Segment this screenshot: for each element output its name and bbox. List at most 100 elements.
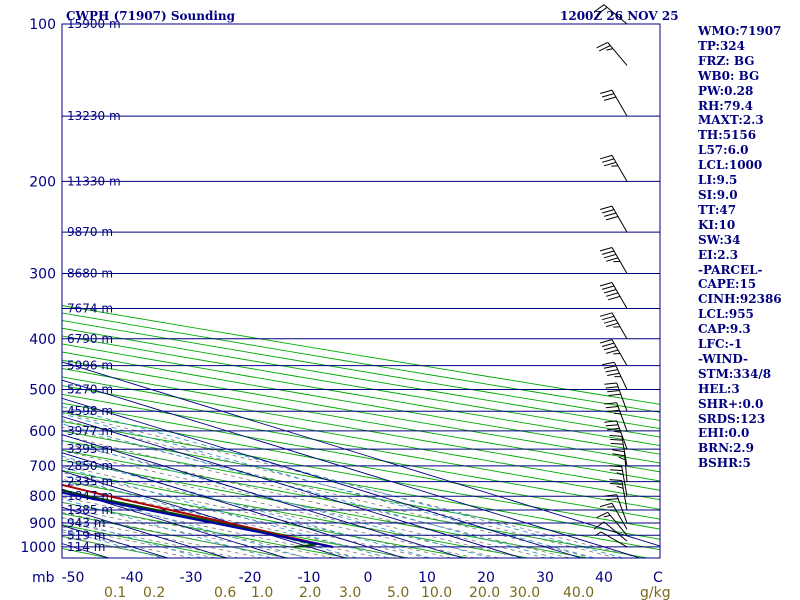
index-item: SHR+:0.0	[698, 396, 764, 411]
mixing-ratio-label: 2.0	[299, 585, 321, 600]
index-item: LFC:-1	[698, 337, 743, 352]
temperature-unit-label: C	[653, 570, 663, 586]
index-item: -PARCEL-	[698, 262, 763, 277]
height-label: 13230 m	[67, 109, 121, 123]
dry-adiabat	[62, 480, 468, 558]
height-label: 5270 m	[67, 383, 113, 397]
index-item: BRN:2.9	[698, 441, 754, 456]
temperature-tick-label: -50	[62, 570, 85, 586]
isotherm	[62, 506, 228, 558]
dry-adiabat	[62, 393, 660, 501]
index-item: RH:79.4	[698, 98, 753, 113]
height-label: 8680 m	[67, 267, 113, 281]
wind-barb	[593, 521, 628, 542]
height-label: 1385 m	[67, 503, 113, 517]
index-item: MAXT:2.3	[698, 113, 764, 128]
dry-adiabat	[0, 24, 49, 558]
height-label: 114 m	[67, 540, 105, 554]
wind-barb	[599, 502, 628, 530]
wind-barb	[604, 494, 628, 524]
wind-barb	[599, 312, 628, 340]
height-label: 1847 m	[67, 489, 113, 503]
index-item: L57:6.0	[698, 143, 749, 158]
height-label: 3395 m	[67, 442, 113, 456]
dry-adiabat	[62, 335, 660, 438]
index-item: TT:47	[698, 202, 737, 217]
isotherm	[62, 470, 346, 558]
mixing-ratio-label: 30.0	[509, 585, 540, 600]
temperature-tick-label: 0	[364, 570, 373, 586]
pressure-tick-label: 400	[29, 332, 56, 348]
height-label: 2335 m	[67, 475, 113, 489]
moist-adiabat	[62, 490, 381, 558]
mixing-ratio-line	[62, 498, 272, 558]
height-label: 7674 m	[67, 302, 113, 316]
isotherm	[62, 379, 641, 558]
dry-adiabat	[62, 421, 660, 530]
isotherm	[62, 452, 405, 558]
mixing-ratio-label: 0.1	[104, 585, 126, 600]
dewpoint-line	[62, 489, 317, 548]
index-item: KI:10	[698, 217, 736, 232]
isotherms	[0, 24, 660, 558]
index-item: CINH:92386	[698, 292, 782, 307]
pressure-tick-label: 100	[29, 17, 56, 33]
mixing-ratio-label: 1.0	[251, 585, 273, 600]
wind-barb	[609, 435, 628, 467]
dry-adiabat	[62, 368, 660, 473]
wind-barb	[599, 282, 628, 309]
index-item: SW:34	[698, 232, 741, 247]
index-item: WMO:71907	[698, 24, 782, 38]
index-item: PW:0.28	[698, 83, 754, 98]
wind-barb	[596, 511, 628, 536]
pressure-tick-label: 300	[29, 267, 56, 283]
mixing-ratio-label: 40.0	[563, 585, 594, 600]
pressure-tick-label: 700	[29, 459, 56, 475]
mixing-ratio-label: 3.0	[339, 585, 361, 600]
index-item: -WIND-	[698, 351, 748, 366]
temperature-tick-label: 10	[418, 570, 436, 586]
height-label: 5996 m	[67, 359, 113, 373]
dry-adiabat	[62, 430, 660, 540]
isotherm	[62, 361, 660, 547]
index-item: LI:9.5	[698, 173, 738, 188]
index-item: EHI:0.0	[698, 426, 750, 441]
moist-adiabat	[62, 496, 357, 558]
isotherm	[0, 24, 50, 558]
pressure-tick-label: 500	[29, 383, 56, 399]
wind-barb	[609, 465, 628, 497]
height-label: 2850 m	[67, 459, 113, 473]
mixing-ratio-line	[62, 455, 431, 558]
index-item: FRZ: BG	[698, 53, 755, 68]
height-label: 15900 m	[67, 17, 121, 31]
moist-adiabat	[62, 478, 428, 558]
mixing-ratio-label: 20.0	[469, 585, 500, 600]
mixing-ratio-line	[62, 466, 389, 558]
moist-adiabat	[62, 485, 405, 558]
temperature-tick-label: 40	[595, 570, 613, 586]
moist-adiabat	[62, 502, 334, 558]
temperature-line	[62, 483, 333, 548]
temperature-tick-label: -40	[121, 570, 144, 586]
temperature-tick-label: -30	[180, 570, 203, 586]
wind-barb	[604, 382, 628, 412]
wind-barb	[599, 89, 628, 117]
pressure-tick-label: 200	[29, 174, 56, 190]
wind-barb	[612, 449, 628, 482]
index-item: SI:9.0	[698, 187, 738, 202]
temperature-tick-label: 30	[536, 570, 554, 586]
dry-adiabat	[62, 524, 229, 558]
wind-barb	[595, 531, 628, 548]
isotherm	[62, 415, 523, 558]
wind-barb	[604, 420, 628, 450]
index-item: WB0: BG	[698, 68, 760, 83]
moist-adiabat	[62, 411, 641, 558]
wind-barb	[609, 479, 628, 511]
height-label: 943 m	[67, 516, 105, 530]
plot-frame	[61, 23, 661, 559]
mixing-ratio-line	[62, 439, 491, 558]
moist-adiabat	[62, 434, 570, 558]
isotherm	[62, 397, 582, 558]
height-label: 3977 m	[67, 424, 113, 438]
index-item: LCL:1000	[698, 158, 763, 173]
